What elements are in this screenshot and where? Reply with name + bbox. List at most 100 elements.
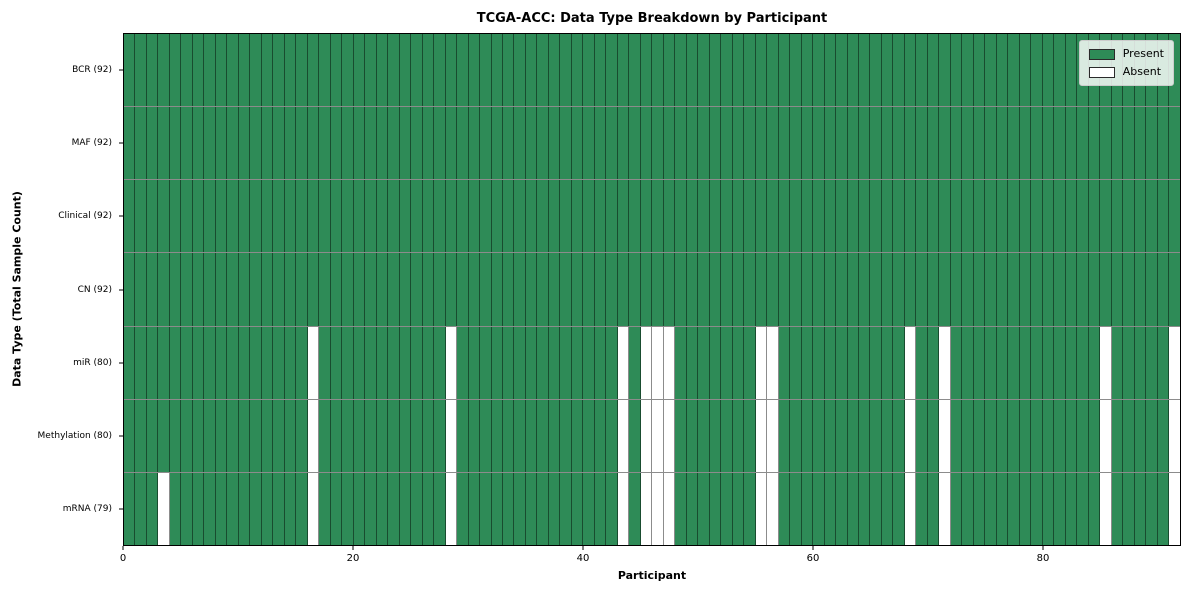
heatmap-cell [296, 399, 308, 472]
heatmap-cell [376, 472, 389, 545]
heatmap-cell [330, 34, 343, 107]
heatmap-cell [904, 253, 917, 326]
heatmap-cell [250, 399, 262, 472]
heatmap-cell [1088, 253, 1101, 326]
heatmap-cell [836, 399, 848, 472]
heatmap-cell [790, 399, 802, 472]
heatmap-cell [1054, 253, 1066, 326]
heatmap-cell [1065, 326, 1078, 399]
heatmap-cell [973, 472, 986, 545]
heatmap-cell [732, 180, 745, 253]
heatmap-cell [927, 472, 940, 545]
heatmap-cell [847, 399, 859, 472]
heatmap-cell [445, 34, 458, 107]
heatmap-cell [480, 253, 492, 326]
heatmap-cell [1054, 472, 1066, 545]
heatmap-cell [319, 253, 331, 326]
heatmap-cell [1019, 34, 1032, 107]
x-tick-mark [812, 546, 814, 550]
heatmap-cell [158, 107, 170, 180]
heatmap-cell [1123, 107, 1135, 180]
x-tick-mark [352, 546, 354, 550]
heatmap-cell [1169, 253, 1180, 326]
heatmap-cell [801, 253, 814, 326]
heatmap-cell [215, 34, 228, 107]
heatmap-cell [767, 180, 779, 253]
heatmap-cell [296, 253, 308, 326]
heatmap-cell [870, 472, 882, 545]
y-tick-mark [119, 435, 123, 437]
heatmap-cell [709, 253, 722, 326]
heatmap-cell [1134, 180, 1147, 253]
heatmap-cell [606, 107, 618, 180]
heatmap-cell [146, 34, 159, 107]
heatmap-cell [859, 253, 871, 326]
y-tick-label: MAF (92) [71, 137, 112, 148]
heatmap-cell [1169, 107, 1180, 180]
heatmap-cell [755, 107, 768, 180]
heatmap-cell [1077, 107, 1089, 180]
heatmap-cell [330, 399, 343, 472]
heatmap-cell [1031, 253, 1043, 326]
heatmap-cell [606, 253, 618, 326]
heatmap-cell [146, 180, 159, 253]
heatmap-cell [755, 180, 768, 253]
heatmap-cell [663, 107, 676, 180]
heatmap-cell [1019, 472, 1032, 545]
heatmap-cell [204, 34, 216, 107]
heatmap-cell [1031, 399, 1043, 472]
heatmap-cell [124, 472, 136, 545]
legend-label-present: Present [1122, 47, 1164, 60]
heatmap-cell [560, 472, 572, 545]
x-tick-label: 80 [1036, 553, 1050, 564]
heatmap-cell [307, 180, 320, 253]
heatmap-cell [778, 472, 791, 545]
heatmap-cell [755, 253, 768, 326]
heatmap-cell [1031, 107, 1043, 180]
heatmap-cell [330, 253, 343, 326]
heatmap-cell [457, 472, 469, 545]
heatmap-cell [778, 326, 791, 399]
heatmap-cell [445, 472, 458, 545]
y-tick-label: mRNA (79) [62, 504, 112, 515]
heatmap-cell [571, 399, 584, 472]
heatmap-cell [904, 180, 917, 253]
heatmap-cell [1123, 399, 1135, 472]
heatmap-cell [388, 326, 400, 399]
heatmap-cell [1123, 326, 1135, 399]
heatmap-cell [342, 399, 354, 472]
heatmap-cell [916, 180, 928, 253]
heatmap-cell [744, 107, 756, 180]
heatmap-cell [824, 34, 837, 107]
heatmap-cell [629, 326, 641, 399]
heatmap-cell [399, 180, 412, 253]
heatmap-cell [594, 34, 607, 107]
heatmap-cell [307, 107, 320, 180]
heatmap-cell [744, 34, 756, 107]
heatmap-cell [904, 326, 917, 399]
heatmap-cell [1157, 326, 1170, 399]
heatmap-cell [1065, 253, 1078, 326]
heatmap-cell [813, 472, 825, 545]
heatmap-cell [652, 326, 664, 399]
heatmap-cell [571, 253, 584, 326]
heatmap-cell [422, 253, 435, 326]
heatmap-cell [525, 253, 538, 326]
heatmap-cell [916, 399, 928, 472]
x-tick-label: 0 [119, 553, 127, 564]
heatmap-cell [342, 107, 354, 180]
heatmap-cell [1123, 253, 1135, 326]
heatmap-cell [388, 34, 400, 107]
heatmap-cell [560, 107, 572, 180]
heatmap-cell [904, 472, 917, 545]
x-tick-label: 20 [346, 553, 360, 564]
heatmap-cell [192, 399, 205, 472]
heatmap-cell [502, 326, 515, 399]
heatmap-cell [606, 34, 618, 107]
heatmap-cell [468, 472, 481, 545]
heatmap-cell [158, 326, 170, 399]
heatmap-cell [353, 253, 366, 326]
heatmap-cell [227, 34, 239, 107]
heatmap-cell [709, 326, 722, 399]
heatmap-cell [698, 253, 710, 326]
